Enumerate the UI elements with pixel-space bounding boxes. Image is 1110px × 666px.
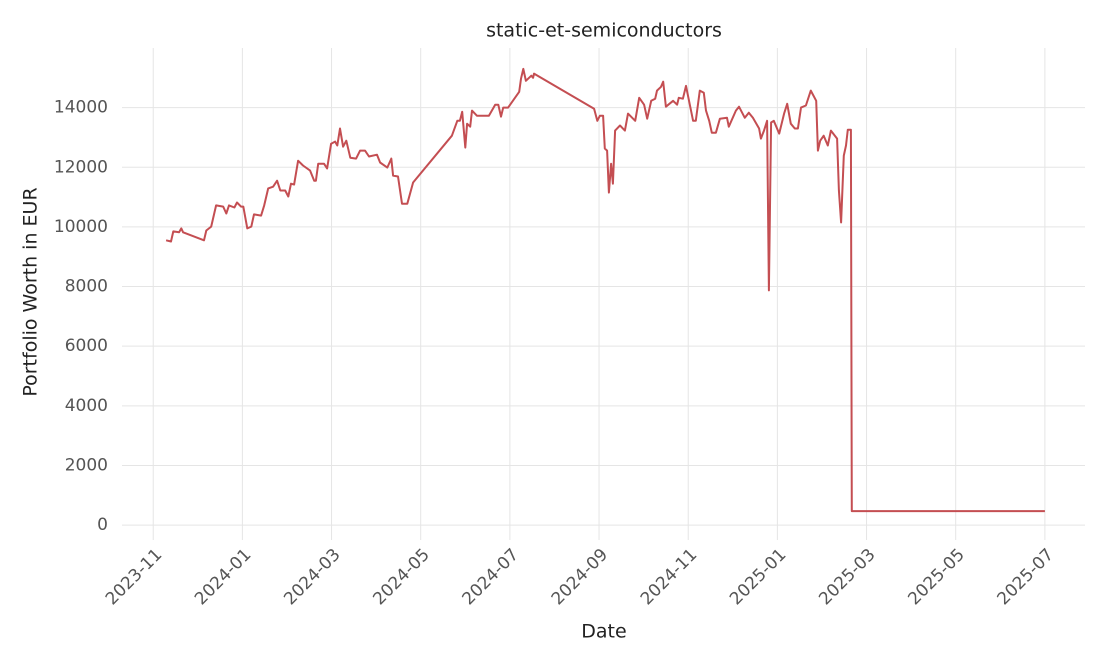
x-tick-label: 2023-11 [102, 545, 166, 609]
x-tick-label: 2024-03 [280, 545, 344, 609]
x-tick-label: 2024-11 [637, 545, 701, 609]
x-tick-label: 2024-05 [369, 545, 433, 609]
y-axis-label: Portfolio Worth in EUR [20, 187, 42, 396]
y-tick-label: 10000 [54, 217, 108, 237]
y-tick-label: 14000 [54, 98, 108, 118]
x-tick-label: 2025-01 [726, 545, 790, 609]
x-axis-label: Date [581, 621, 626, 643]
x-tick-label: 2025-07 [994, 545, 1058, 609]
y-tick-label: 2000 [65, 455, 108, 475]
x-tick-label: 2024-07 [459, 545, 523, 609]
y-tick-label: 12000 [54, 157, 108, 177]
chart-title: static-et-semiconductors [486, 20, 722, 42]
line-series [165, 67, 1045, 513]
x-tick-label: 2025-03 [815, 545, 879, 609]
y-tick-label: 4000 [65, 396, 108, 416]
y-tick-label: 0 [97, 515, 108, 535]
y-tick-label: 8000 [65, 277, 108, 297]
x-tick-label: 2024-01 [191, 545, 255, 609]
y-tick-label: 6000 [65, 336, 108, 356]
x-tick-label: 2024-09 [548, 545, 612, 609]
x-tick-label: 2025-05 [904, 545, 968, 609]
